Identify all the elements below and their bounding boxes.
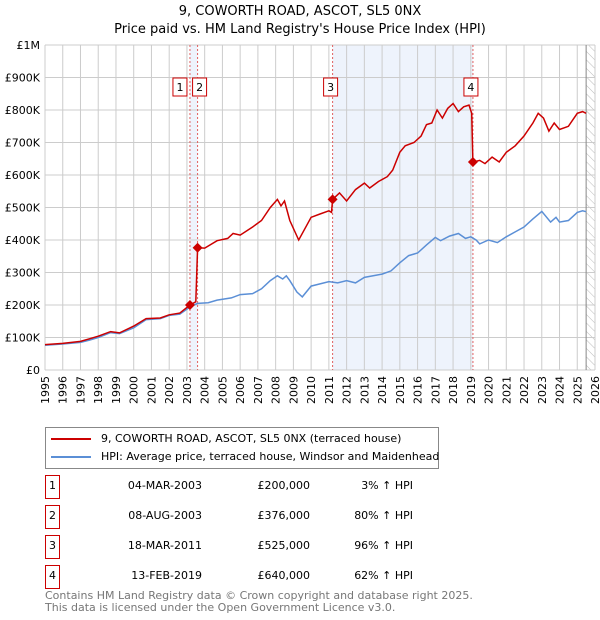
- transaction-price: £376,000: [257, 509, 311, 522]
- x-tick-label: 2001: [145, 376, 158, 404]
- transaction-number: 1: [45, 475, 60, 499]
- x-tick-label: 2019: [465, 376, 478, 404]
- x-tick-label: 2005: [216, 376, 229, 404]
- x-tick-label: 2006: [234, 376, 247, 404]
- chart-subtitle: Price paid vs. HM Land Registry's House …: [114, 22, 486, 37]
- footer-line: Contains HM Land Registry data © Crown c…: [45, 589, 473, 602]
- y-tick-label: £900K: [5, 72, 41, 85]
- x-tick-label: 2014: [376, 376, 389, 404]
- x-tick-label: 1999: [110, 376, 123, 404]
- legend-item-property: 9, COWORTH ROAD, ASCOT, SL5 0NX (terrace…: [51, 432, 401, 445]
- x-tick-label: 1997: [74, 376, 87, 404]
- transaction-row: 2 08-AUG-2003 £376,000 80% ↑ HPI: [45, 505, 445, 529]
- y-tick-label: £700K: [5, 137, 41, 150]
- transaction-date: 13-FEB-2019: [131, 569, 202, 582]
- x-tick-label: 2007: [252, 376, 265, 404]
- y-tick-label: £100K: [5, 332, 41, 345]
- legend-line-blue: [51, 455, 91, 458]
- sale-label-box: [463, 77, 479, 97]
- x-tick-label: 2016: [412, 376, 425, 404]
- sale-label: 1: [176, 81, 183, 94]
- x-tick-label: 1998: [92, 376, 105, 404]
- x-tick-label: 2004: [199, 376, 212, 404]
- transaction-hpi: 96% ↑ HPI: [354, 539, 413, 552]
- transaction-row: 3 18-MAR-2011 £525,000 96% ↑ HPI: [45, 535, 445, 559]
- y-tick-label: £500K: [5, 202, 41, 215]
- transaction-row: 1 04-MAR-2003 £200,000 3% ↑ HPI: [45, 475, 445, 499]
- x-tick-label: 2026: [589, 376, 600, 404]
- sale-label: 2: [196, 81, 203, 94]
- sale-label: 3: [327, 81, 334, 94]
- x-tick-label: 2010: [305, 376, 318, 404]
- x-tick-label: 2021: [500, 376, 513, 404]
- legend: 9, COWORTH ROAD, ASCOT, SL5 0NX (terrace…: [45, 427, 439, 469]
- x-tick-label: 2013: [358, 376, 371, 404]
- transaction-number: 3: [45, 535, 60, 559]
- sale-label-box: [192, 77, 208, 97]
- x-tick-label: 2023: [536, 376, 549, 404]
- transaction-price: £525,000: [257, 539, 311, 552]
- footer-line: This data is licensed under the Open Gov…: [45, 601, 396, 614]
- sale-label-box: [172, 77, 188, 97]
- transaction-number: 2: [45, 505, 60, 529]
- transaction-price: £640,000: [257, 569, 311, 582]
- chart-title: 9, COWORTH ROAD, ASCOT, SL5 0NX: [178, 4, 422, 19]
- transaction-date: 08-AUG-2003: [128, 509, 202, 522]
- x-tick-label: 2008: [270, 376, 283, 404]
- transaction-date: 18-MAR-2011: [127, 539, 202, 552]
- price-chart: 1995 1996 1997 1998 1999 2000 2001 2002 2003 2004…: [5, 39, 600, 404]
- sale-label-box: [323, 77, 339, 97]
- transaction-row: 4 13-FEB-2019 £640,000 62% ↑ HPI: [45, 565, 445, 589]
- sale-label: 4: [467, 81, 474, 94]
- y-tick-label: £800K: [5, 104, 41, 117]
- y-tick-label: £300K: [5, 267, 41, 280]
- sale-point: [184, 300, 195, 310]
- sale-point: [192, 242, 203, 253]
- legend-label: 9, COWORTH ROAD, ASCOT, SL5 0NX (terrace…: [101, 432, 402, 445]
- legend-label: HPI: Average price, terraced house, Wind…: [101, 450, 440, 463]
- transaction-price: £200,000: [257, 479, 311, 492]
- x-tick-label: 2011: [323, 376, 336, 404]
- y-tick-label: £200K: [5, 299, 41, 312]
- transaction-hpi: 3% ↑ HPI: [361, 479, 413, 492]
- x-tick-label: 2022: [518, 376, 531, 404]
- y-tick-label: £0: [26, 364, 40, 377]
- x-tick-label: 1996: [57, 376, 70, 404]
- x-tick-label: 2018: [447, 376, 460, 404]
- x-tick-label: 2012: [341, 376, 354, 404]
- x-tick-label: 2003: [181, 376, 194, 404]
- y-tick-label: £600K: [5, 169, 41, 182]
- x-tick-label: 1995: [39, 376, 52, 404]
- x-tick-label: 2015: [394, 376, 407, 404]
- legend-item-hpi: HPI: Average price, terraced house, Wind…: [51, 450, 439, 463]
- x-tick-label: 2017: [429, 376, 442, 404]
- transaction-date: 04-MAR-2003: [127, 479, 202, 492]
- footer: Contains HM Land Registry data © Crown c…: [45, 590, 473, 614]
- x-tick-label: 2024: [554, 376, 567, 404]
- x-tick-label: 2002: [163, 376, 176, 404]
- y-tick-label: £1M: [17, 39, 41, 52]
- transaction-hpi: 80% ↑ HPI: [354, 509, 413, 522]
- sale-point: [467, 157, 478, 167]
- transaction-number: 4: [45, 565, 60, 589]
- transaction-hpi: 62% ↑ HPI: [354, 569, 413, 582]
- legend-line-red: [51, 437, 91, 440]
- x-tick-label: 2009: [287, 376, 300, 404]
- x-tick-label: 2025: [571, 376, 584, 404]
- x-tick-label: 2020: [483, 376, 496, 404]
- sale-point: [327, 194, 338, 205]
- y-tick-label: £400K: [5, 234, 41, 247]
- x-tick-label: 2000: [128, 376, 141, 404]
